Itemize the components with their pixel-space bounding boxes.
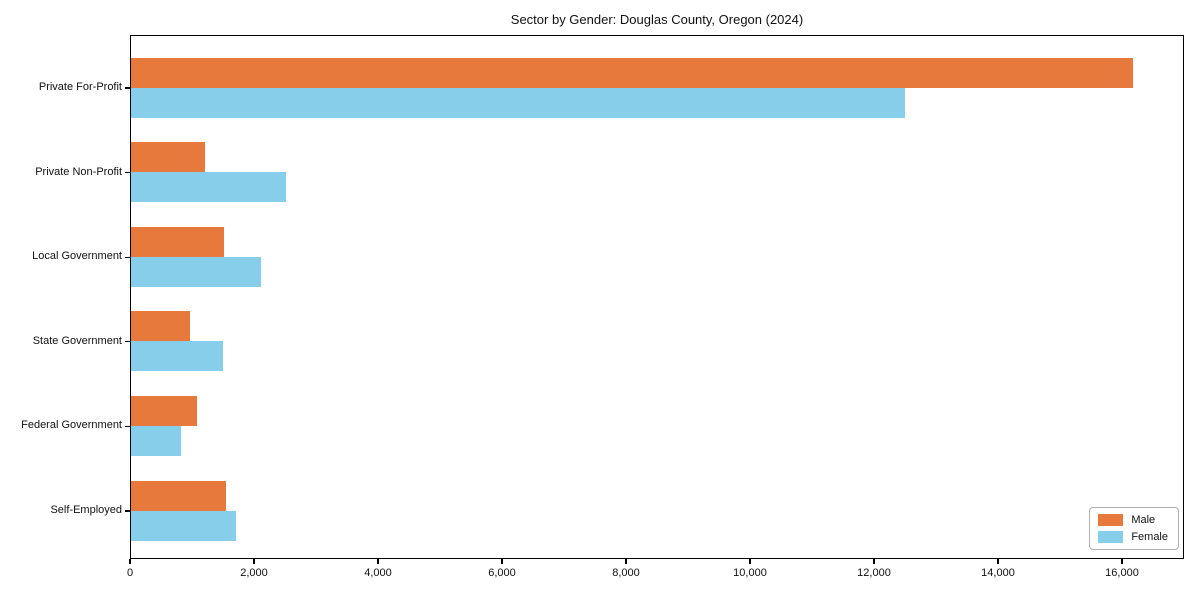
bar-female-local-government: [131, 256, 261, 287]
x-tick-4000: [377, 559, 379, 564]
x-tick-14000: [997, 559, 999, 564]
x-tick-label-14000: 14,000: [981, 567, 1015, 579]
y-tick-local-government: [125, 256, 130, 258]
x-tick-16000: [1121, 559, 1123, 564]
y-tick-label-local-government: Local Government: [32, 250, 122, 263]
female-series-swatch: [1098, 531, 1124, 543]
x-tick-label-2000: 2,000: [240, 567, 268, 579]
male-series-swatch: [1098, 514, 1124, 526]
y-tick-private-for-profit: [125, 87, 130, 89]
bar-male-self-employed: [131, 480, 226, 511]
x-tick-2000: [253, 559, 255, 564]
x-tick-label-6000: 6,000: [488, 567, 516, 579]
bar-male-local-government: [131, 226, 224, 257]
legend: Male Female: [1089, 507, 1179, 550]
x-tick-label-10000: 10,000: [733, 567, 767, 579]
chart-title: Sector by Gender: Douglas County, Oregon…: [510, 12, 804, 27]
y-tick-self-employed: [125, 510, 130, 512]
bar-male-state-government: [131, 311, 191, 342]
bar-female-federal-government: [131, 426, 181, 456]
y-tick-label-private-non-profit: Private Non-Profit: [35, 165, 122, 178]
x-tick-label-8000: 8,000: [612, 567, 640, 579]
y-tick-label-federal-government: Federal Government: [21, 419, 122, 432]
y-tick-federal-government: [125, 425, 130, 428]
x-tick-label-4000: 4,000: [364, 567, 392, 579]
legend-label-male: Male: [1131, 514, 1156, 526]
legend-item-female: Female: [1098, 531, 1168, 543]
bar-female-private-non-profit: [131, 172, 286, 203]
y-tick-label-private-for-profit: Private For-Profit: [38, 81, 122, 93]
x-tick-6000: [501, 559, 503, 564]
legend-item-male: Male: [1098, 514, 1168, 526]
y-tick-private-non-profit: [125, 171, 130, 174]
x-tick-10000: [749, 559, 751, 564]
bar-female-self-employed: [131, 510, 236, 541]
x-tick-0: [129, 559, 131, 564]
y-tick-state-government: [125, 341, 130, 343]
x-tick-label-0: 0: [126, 567, 134, 579]
y-tick-label-state-government: State Government: [32, 334, 122, 347]
x-tick-label-16000: 16,000: [1105, 567, 1139, 579]
legend-label-female: Female: [1131, 531, 1168, 543]
x-tick-8000: [625, 559, 627, 564]
bar-male-federal-government: [131, 396, 197, 426]
bar-female-state-government: [131, 341, 223, 372]
plot-area: Male Female: [130, 35, 1184, 559]
bar-male-private-non-profit: [131, 142, 206, 173]
bar-female-private-for-profit: [131, 87, 905, 118]
y-tick-label-self-employed: Self-Employed: [50, 504, 122, 516]
bar-male-private-for-profit: [131, 57, 1134, 88]
x-tick-label-12000: 12,000: [857, 567, 891, 579]
x-tick-12000: [873, 559, 875, 564]
